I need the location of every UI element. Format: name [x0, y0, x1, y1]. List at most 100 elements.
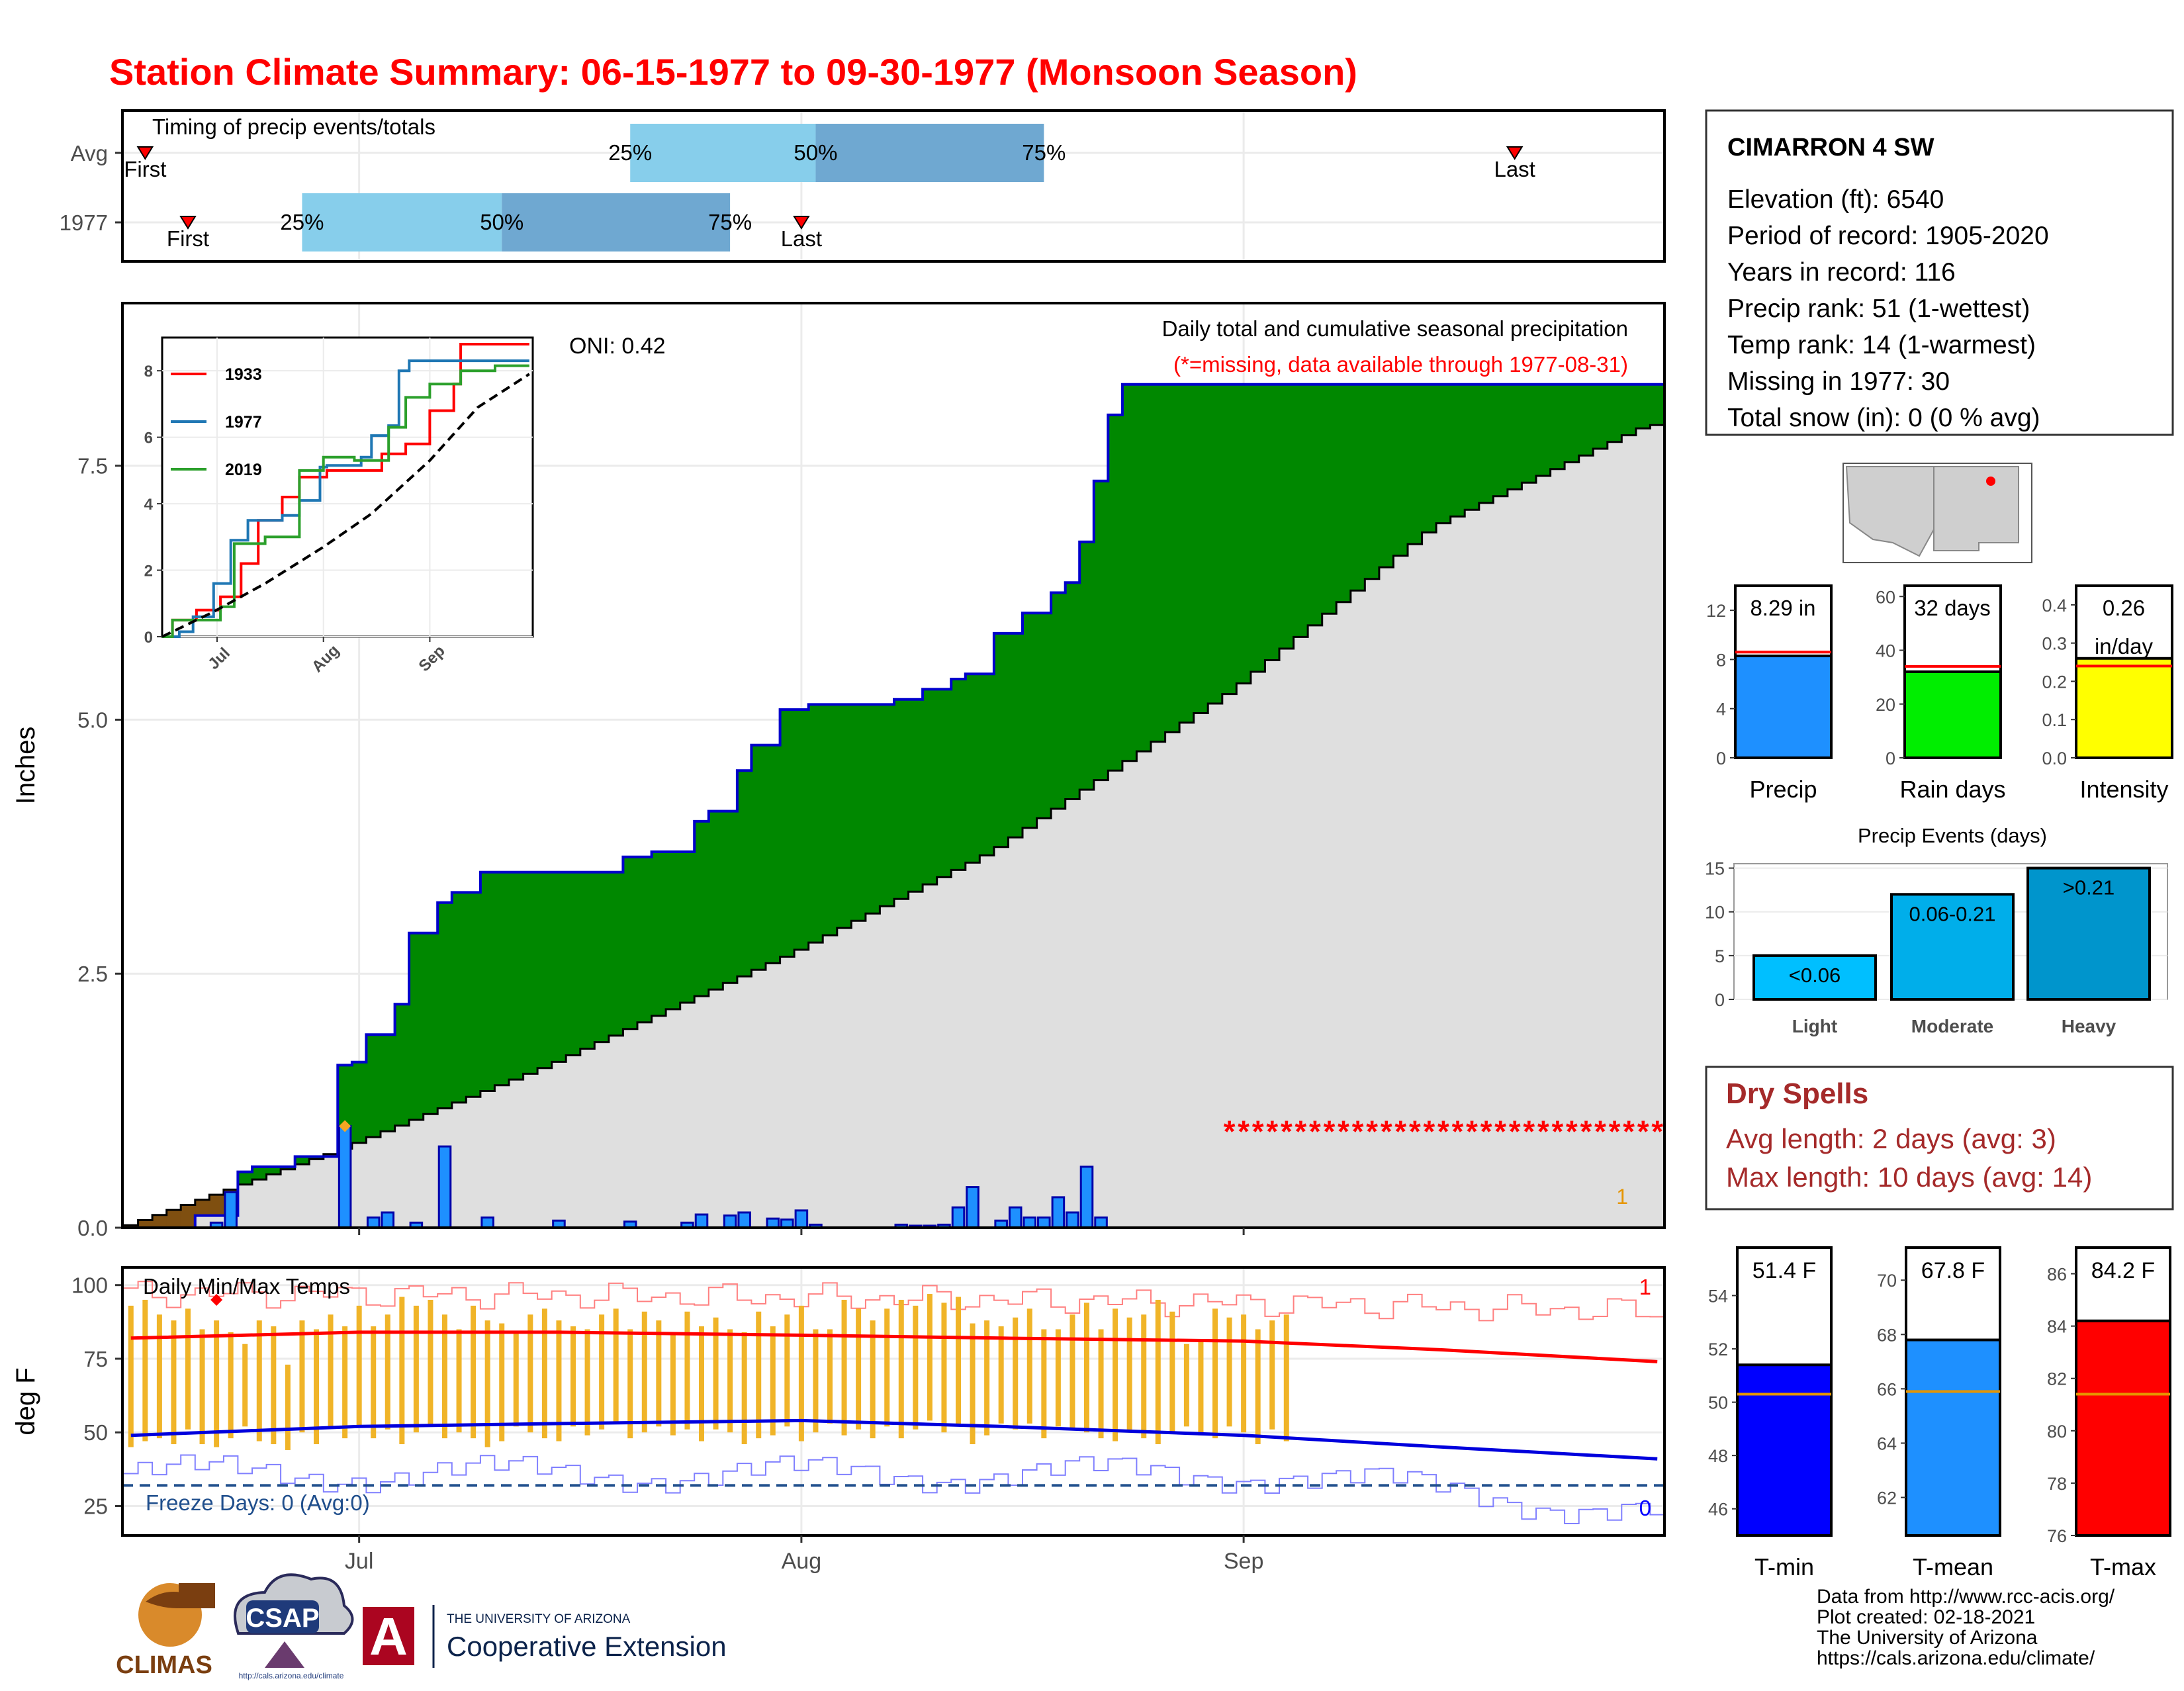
daily-temp-bar — [727, 1329, 733, 1433]
temp-panel: Daily Min/Max Temps 1 0 Freeze Days: 0 (Avg… — [11, 1266, 1666, 1574]
gauge-tick-label: 76 — [2047, 1526, 2067, 1546]
daily-temp-bar — [527, 1314, 533, 1433]
temp-right-top: 1 — [1639, 1275, 1651, 1299]
daily-temp-bar — [399, 1297, 405, 1445]
daily-temp-bar — [342, 1326, 348, 1439]
legend-label: 2019 — [225, 461, 262, 479]
daily-temp-bar — [613, 1308, 619, 1424]
y-tick-label: 7.5 — [77, 454, 108, 479]
daily-precip-bar — [1051, 1196, 1066, 1229]
daily-temp-bar — [927, 1294, 933, 1421]
daily-temp-bar — [442, 1314, 447, 1439]
y-tick-label: 100 — [71, 1273, 108, 1298]
timing-pct-label: 50% — [794, 140, 837, 165]
gauge-top-label: 8.29 in — [1750, 596, 1815, 620]
daily-temp-bar — [713, 1317, 719, 1430]
daily-temp-bar — [699, 1326, 704, 1441]
inset-average-line — [161, 373, 530, 638]
daily-precip-bar — [1079, 1165, 1094, 1229]
footer-line: The University of Arizona — [1817, 1627, 2038, 1649]
temp-bg — [122, 1267, 1664, 1535]
gauge-tick-label: 78 — [2047, 1474, 2067, 1494]
gauge-tick-label: 50 — [1708, 1393, 1728, 1413]
daily-precip-bar — [437, 1145, 452, 1229]
daily-temp-bar — [684, 1311, 690, 1430]
daily-temp-bar — [970, 1323, 976, 1445]
first-marker — [179, 216, 197, 230]
gauge-value-bar — [2075, 1319, 2171, 1537]
daily-precip-bar — [723, 1214, 737, 1229]
daily-precip-bar — [951, 1206, 966, 1229]
daily-temp-bar — [984, 1320, 990, 1436]
gauge-tick-label: 20 — [1876, 695, 1895, 715]
daily-temp-bar — [1183, 1344, 1189, 1427]
oni-label: ONI: 0.42 — [569, 334, 666, 359]
station-line: Period of record: 1905-2020 — [1727, 222, 2049, 250]
timing-row-label: 1977 — [60, 210, 108, 235]
daily-temp-bar — [371, 1326, 377, 1439]
timing-bar-25-50 — [302, 193, 502, 251]
map-state-nm — [1933, 466, 2019, 551]
station-box: CIMARRON 4 SW Elevation (ft): 6540 Period … — [1705, 109, 2174, 436]
inset-y-tick: 4 — [144, 496, 154, 514]
missing-marker: * — [1451, 1114, 1463, 1148]
daily-temp-bar — [256, 1320, 262, 1441]
daily-temp-bar — [171, 1320, 177, 1445]
gauge-tick-label: 82 — [2047, 1369, 2067, 1389]
legend-label: 1933 — [225, 365, 262, 384]
gauge-tick-label: 8 — [1716, 650, 1726, 670]
events-y-tick: 0 — [1715, 990, 1725, 1010]
daily-temp-bar — [756, 1311, 762, 1439]
daily-temp-bar — [1283, 1314, 1289, 1441]
inset-y-tick: 8 — [144, 363, 153, 381]
locator-map — [1843, 463, 2032, 563]
daily-temp-bar — [1113, 1308, 1118, 1441]
gauge-name: T-max — [2090, 1553, 2156, 1580]
daily-temp-bar — [1041, 1329, 1047, 1439]
missing-marker: * — [1609, 1114, 1621, 1148]
missing-marker: * — [1437, 1114, 1449, 1148]
timing-panel: 25% 50% 75% First Last Avg 25% 50% 75% First Last 1… — [60, 109, 1666, 263]
dry-spells-title: Dry Spells — [1726, 1077, 1868, 1110]
inset-y-tick: 6 — [144, 430, 153, 447]
daily-temp-bar — [856, 1308, 862, 1430]
last-label: Last — [1494, 157, 1535, 181]
gauge-name: Precip — [1749, 776, 1817, 803]
dry-spells-frame — [1705, 1066, 2174, 1211]
missing-marker: * — [1238, 1114, 1250, 1148]
gauge-tick-label: 52 — [1708, 1340, 1728, 1359]
daily-temp-bar — [314, 1329, 319, 1445]
gauge-value-bar — [1736, 1363, 1833, 1537]
station-line: Years in record: 116 — [1727, 258, 1956, 287]
gauge-tick-label: 0.4 — [2042, 596, 2067, 616]
gauge-name: Intensity — [2079, 776, 2168, 803]
events-bar-label: 0.06-0.21 — [1909, 902, 1996, 925]
daily-temp-bar — [385, 1314, 390, 1430]
missing-marker: * — [1594, 1114, 1606, 1148]
station-line: Total snow (in): 0 (0 % avg) — [1727, 404, 2040, 432]
gauge-name: T-mean — [1913, 1553, 1993, 1580]
ua-logo-big: Cooperative Extension — [447, 1631, 727, 1662]
timing-pct-label: 50% — [480, 210, 523, 234]
climas-logo-block — [179, 1583, 215, 1608]
first-label: First — [124, 157, 166, 181]
daily-temp-bar — [570, 1326, 576, 1427]
footer: Data from http://www.rcc-acis.org/Plot c… — [116, 1573, 2115, 1680]
missing-marker: * — [1281, 1114, 1293, 1148]
gauge-name: T-min — [1754, 1553, 1814, 1580]
daily-temp-bar — [741, 1332, 747, 1445]
dry-spells-box: Dry Spells Avg length: 2 days (avg: 3) Max… — [1705, 1066, 2174, 1211]
station-line: Temp rank: 14 (1-warmest) — [1727, 331, 2036, 359]
legend-label: 1977 — [225, 413, 262, 432]
inset-frame — [161, 336, 534, 638]
daily-precip-bar — [381, 1211, 395, 1229]
daily-precip-bar — [1008, 1206, 1023, 1229]
events-category: Moderate — [1911, 1016, 1993, 1036]
y-tick-label: 75 — [83, 1347, 108, 1371]
missing-marker: * — [1480, 1114, 1492, 1148]
station-name: CIMARRON 4 SW — [1727, 134, 1934, 161]
corner-value: 1 — [1616, 1185, 1628, 1209]
